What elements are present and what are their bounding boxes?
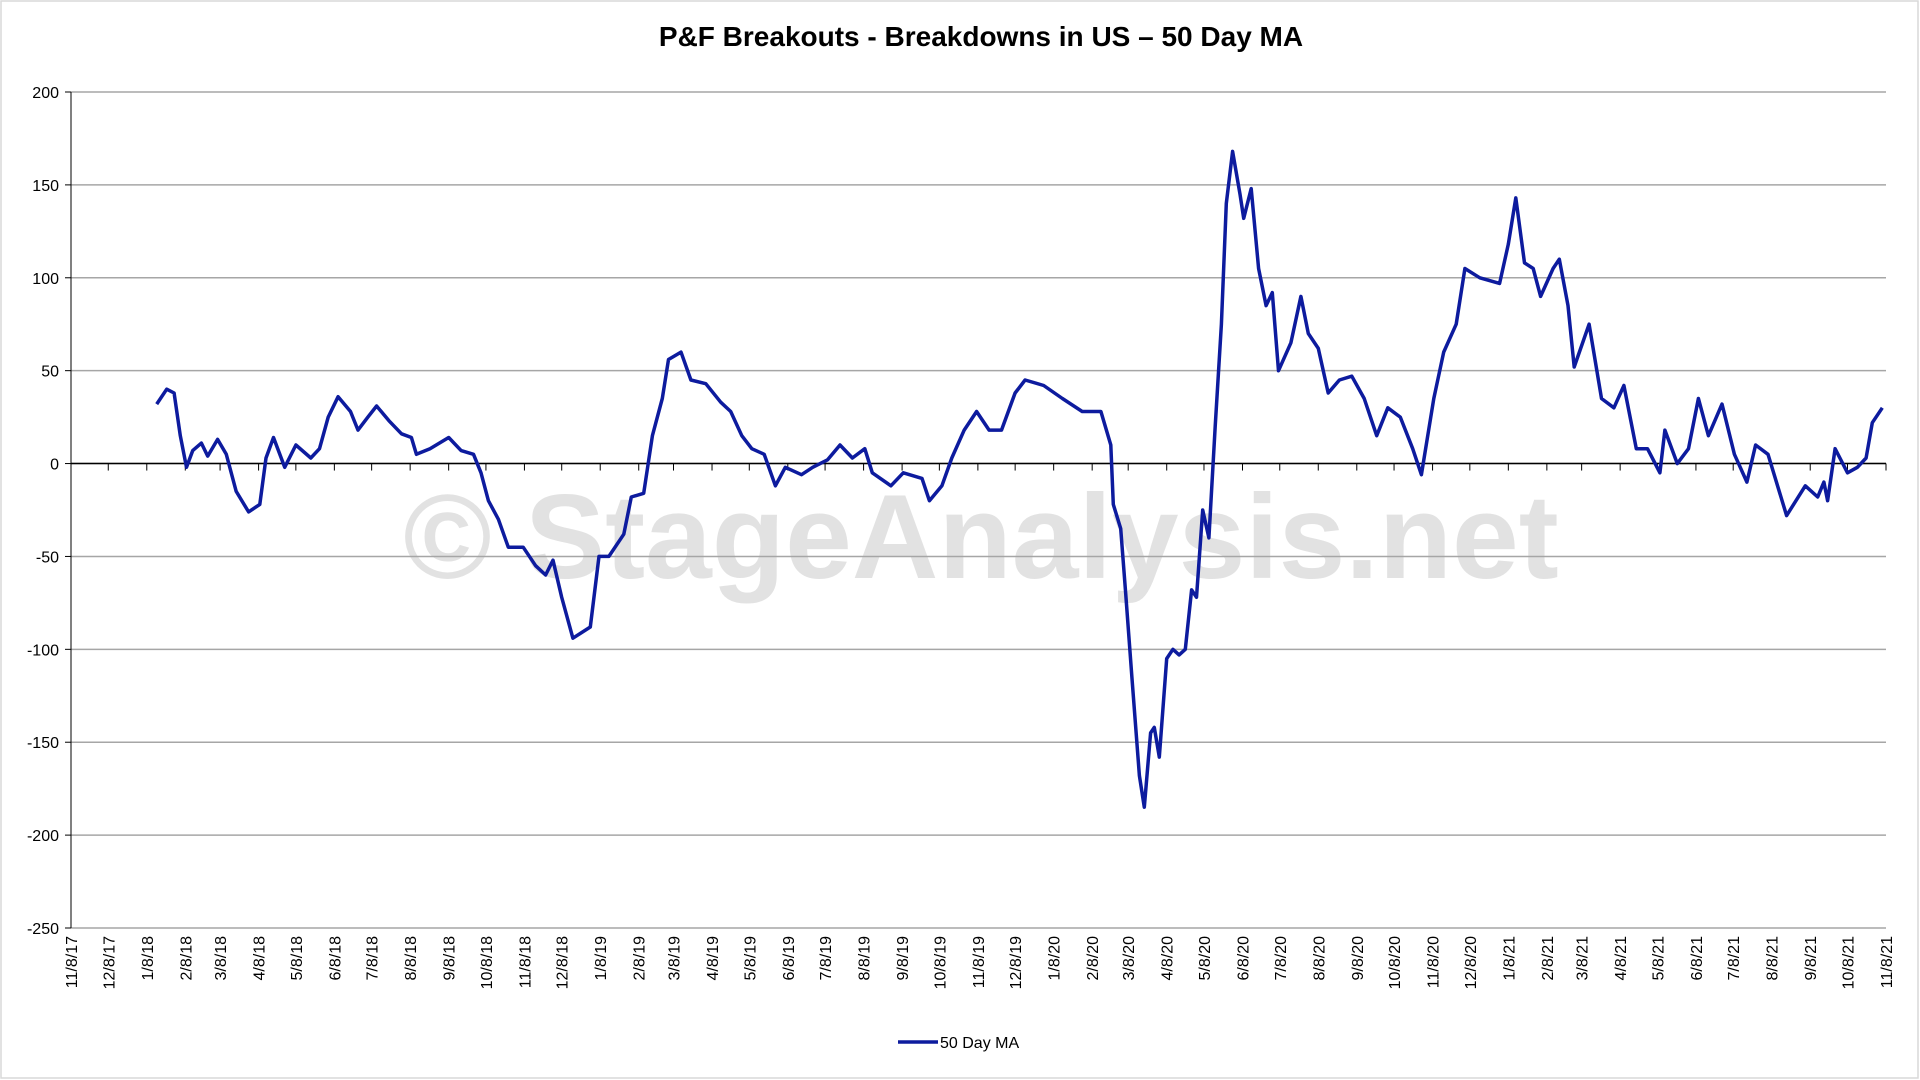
x-tick-label: 7/8/20 — [1273, 936, 1290, 981]
x-tick-label: 3/8/20 — [1121, 936, 1138, 981]
x-tick-label: 4/8/21 — [1613, 936, 1630, 981]
x-tick-label: 12/8/20 — [1463, 936, 1480, 989]
x-tick-label: 4/8/19 — [705, 936, 722, 981]
x-tick-label: 11/8/21 — [1879, 936, 1896, 988]
x-tick-label: 8/8/18 — [403, 936, 420, 981]
y-tick-label: 150 — [32, 178, 59, 195]
x-tick-label: 5/8/19 — [742, 936, 759, 981]
x-tick-label: 2/8/21 — [1540, 936, 1557, 981]
x-tick-label: 3/8/21 — [1575, 936, 1592, 981]
y-tick-label: 100 — [32, 271, 59, 288]
x-tick-label: 10/8/18 — [479, 936, 496, 989]
x-tick-label: 6/8/19 — [781, 936, 798, 981]
x-tick-label: 6/8/20 — [1235, 936, 1252, 981]
x-tick-label: 2/8/18 — [178, 936, 195, 981]
x-tick-label: 5/8/18 — [289, 936, 306, 981]
x-tick-label: 8/8/21 — [1765, 936, 1782, 981]
chart-title: P&F Breakouts - Breakdowns in US – 50 Da… — [659, 21, 1303, 52]
y-tick-label: -250 — [27, 921, 59, 938]
y-tick-label: -50 — [36, 549, 59, 566]
x-tick-label: 10/8/20 — [1387, 936, 1404, 989]
x-tick-label: 5/8/21 — [1650, 936, 1667, 981]
x-tick-label: 2/8/20 — [1085, 936, 1102, 981]
x-tick-label: 3/8/19 — [667, 936, 684, 981]
x-tick-label: 9/8/18 — [442, 936, 459, 981]
x-tick-label: 1/8/18 — [140, 936, 157, 981]
x-tick-label: 6/8/18 — [327, 936, 344, 981]
y-tick-label: -100 — [27, 642, 59, 659]
x-tick-label: 3/8/18 — [213, 936, 230, 981]
legend-label: 50 Day MA — [940, 1035, 1019, 1052]
x-tick-label: 12/8/19 — [1008, 936, 1025, 989]
y-tick-label: -200 — [27, 828, 59, 845]
x-tick-label: 1/8/19 — [593, 936, 610, 981]
x-tick-label: 1/8/20 — [1047, 936, 1064, 981]
y-tick-label: -150 — [27, 735, 59, 752]
x-tick-label: 9/8/20 — [1350, 936, 1367, 981]
x-tick-label: 11/8/18 — [517, 936, 534, 988]
x-tick-label: 10/8/21 — [1840, 936, 1857, 989]
x-tick-label: 8/8/20 — [1311, 936, 1328, 981]
x-tick-label: 7/8/19 — [818, 936, 835, 981]
y-tick-label: 200 — [32, 85, 59, 102]
x-tick-label: 12/8/17 — [101, 936, 118, 989]
x-tick-label: 10/8/19 — [932, 936, 949, 989]
x-tick-label: 9/8/19 — [895, 936, 912, 981]
x-tick-label: 11/8/20 — [1426, 936, 1443, 988]
x-tick-label: 8/8/19 — [857, 936, 874, 981]
x-tick-label: 1/8/21 — [1501, 936, 1518, 981]
line-series — [155, 149, 1884, 809]
x-tick-label: 7/8/21 — [1726, 936, 1743, 981]
x-tick-label: 6/8/21 — [1689, 936, 1706, 981]
y-tick-label: 50 — [41, 364, 59, 381]
x-tick-label: 4/8/18 — [252, 936, 269, 981]
x-tick-label: 2/8/19 — [632, 936, 649, 981]
x-tick-label: 5/8/20 — [1197, 936, 1214, 981]
x-tick-label: 11/8/19 — [971, 936, 988, 988]
x-tick-label: 12/8/18 — [555, 936, 572, 989]
x-tick-label: 11/8/17 — [64, 936, 81, 988]
y-tick-label: 0 — [50, 457, 59, 474]
watermark: © StageAnalysis.net — [403, 470, 1558, 604]
x-tick-label: 9/8/21 — [1803, 936, 1820, 981]
x-tick-label: 7/8/18 — [365, 936, 382, 981]
x-tick-label: 4/8/20 — [1160, 936, 1177, 981]
